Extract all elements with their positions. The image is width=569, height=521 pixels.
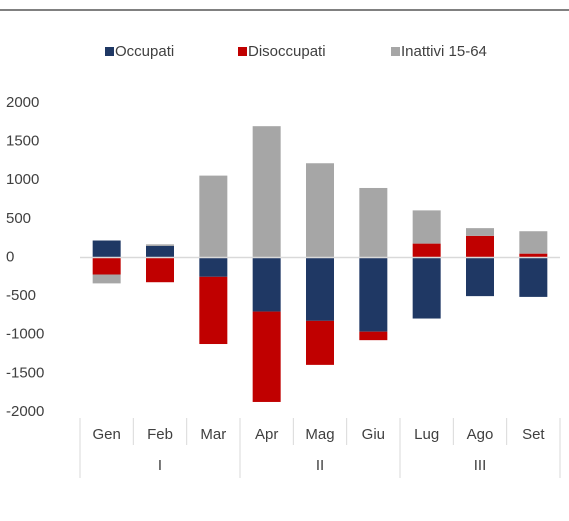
x-tick-label: Mar — [200, 426, 226, 443]
bar — [466, 235, 494, 258]
bar — [359, 257, 388, 332]
bar — [146, 245, 174, 258]
y-tick-label: 1000 — [6, 171, 39, 188]
bar — [466, 228, 494, 236]
bar — [199, 257, 228, 277]
bar — [199, 276, 228, 345]
bar — [252, 311, 281, 402]
x-tick-label: Lug — [414, 426, 439, 443]
x-tick-label: Set — [522, 426, 545, 443]
legend-label: Inattivi 15-64 — [401, 43, 487, 60]
bar — [252, 126, 281, 258]
bar — [92, 240, 121, 258]
y-tick-label: -500 — [6, 287, 36, 304]
bar — [519, 253, 548, 258]
bar — [412, 243, 441, 258]
y-tick-label: 1500 — [6, 133, 39, 150]
bar — [359, 187, 388, 258]
x-tick-label: Giu — [362, 426, 385, 443]
legend-swatch — [391, 47, 400, 56]
y-tick-label: -2000 — [6, 403, 44, 420]
y-tick-label: 500 — [6, 210, 31, 227]
bar — [306, 320, 334, 365]
y-tick-label: 2000 — [6, 94, 39, 111]
x-tick-label: Ago — [467, 426, 494, 443]
group-label: II — [316, 457, 324, 474]
x-tick-label: Feb — [147, 426, 173, 443]
legend-swatch — [105, 47, 114, 56]
bar — [519, 257, 548, 297]
bar — [359, 331, 388, 341]
legend-label: Disoccupati — [248, 43, 326, 60]
bar — [92, 257, 121, 275]
bar — [306, 163, 334, 258]
bar — [412, 210, 441, 244]
legend-swatch — [238, 47, 247, 56]
bar — [146, 257, 174, 283]
bar — [92, 274, 121, 284]
legend-label: Occupati — [115, 43, 174, 60]
y-tick-label: -1000 — [6, 326, 44, 343]
y-tick-label: 0 — [6, 248, 14, 265]
x-tick-label: Mag — [305, 426, 334, 443]
bar — [146, 244, 174, 246]
bar — [466, 257, 494, 297]
group-label: I — [158, 457, 162, 474]
bar — [412, 257, 441, 319]
bar — [252, 257, 281, 312]
x-tick-label: Gen — [92, 426, 120, 443]
bar — [519, 231, 548, 254]
y-tick-label: -1500 — [6, 364, 44, 381]
bar — [199, 175, 228, 258]
group-label: III — [474, 457, 487, 474]
bar — [306, 257, 334, 321]
x-tick-label: Apr — [255, 426, 278, 443]
